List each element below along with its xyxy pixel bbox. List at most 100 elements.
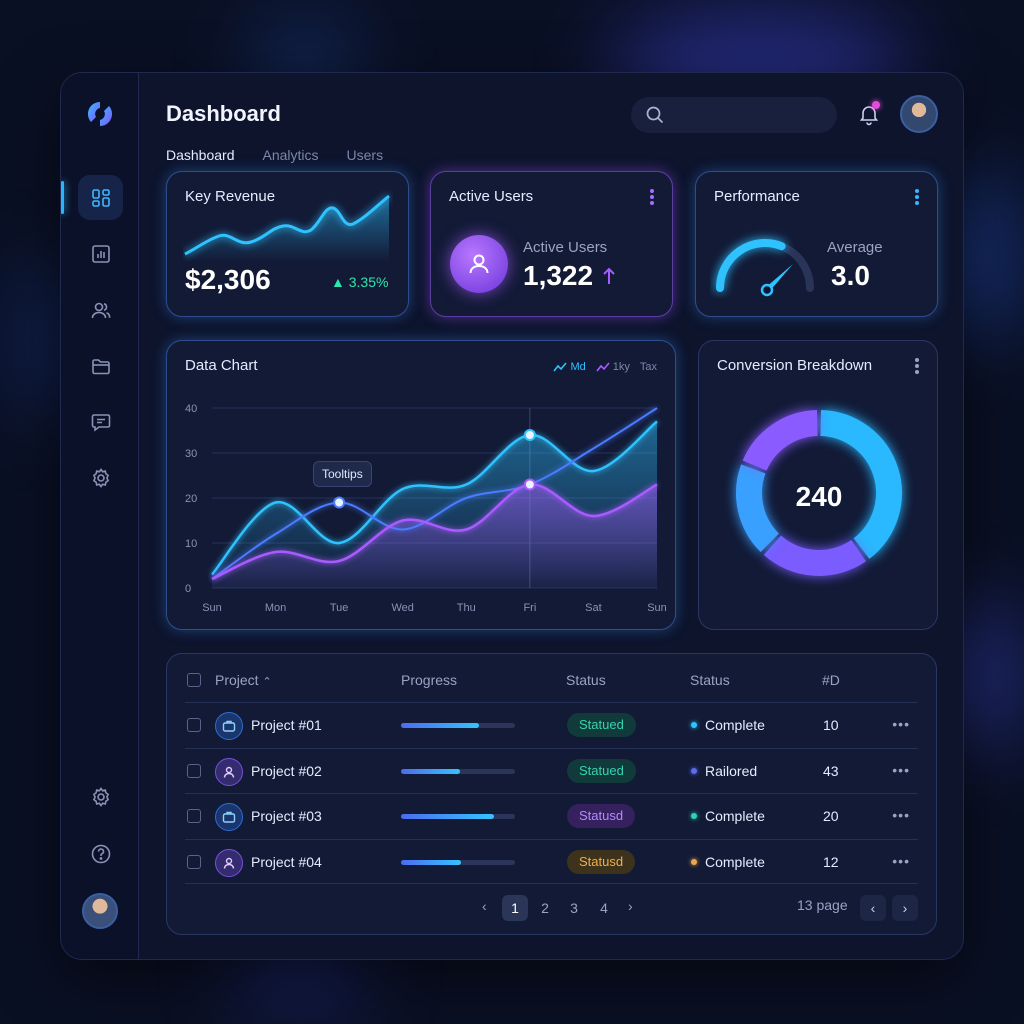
sidebar-item-settings[interactable]: [78, 455, 123, 500]
sidebar-item-analytics[interactable]: [78, 231, 123, 276]
x-tick-label: Fri: [523, 602, 536, 614]
active-users-label: Active Users: [523, 239, 608, 256]
revenue-card-title: Key Revenue: [185, 188, 276, 205]
notification-bell-icon[interactable]: [857, 102, 881, 126]
chart-legend: Md 1ky Tax: [553, 361, 657, 373]
line-trend-icon: [596, 362, 610, 372]
tab-analytics[interactable]: Analytics: [262, 147, 319, 163]
row-more-icon[interactable]: •••: [892, 807, 910, 823]
row-checkbox[interactable]: [187, 854, 201, 869]
row-more-icon[interactable]: •••: [892, 852, 910, 869]
project-name[interactable]: Project #02: [251, 762, 322, 779]
more-options-icon[interactable]: [915, 189, 919, 205]
sort-asc-icon: ⌃: [262, 676, 272, 688]
conversion-title: Conversion Breakdown: [717, 357, 873, 374]
x-tick-label: Mon: [265, 602, 286, 614]
sidebar-item-preferences[interactable]: [78, 774, 123, 819]
message-icon: [91, 413, 110, 432]
row-checkbox[interactable]: [187, 718, 201, 732]
column-header-project[interactable]: Project ⌃: [215, 672, 272, 688]
legend-item-md[interactable]: Md: [553, 361, 586, 373]
sidebar-item-help[interactable]: [78, 831, 123, 876]
y-tick-label: 10: [185, 538, 197, 550]
next-page-icon[interactable]: ›: [628, 898, 633, 914]
next-page-button[interactable]: ›: [892, 895, 918, 921]
user-icon: [469, 254, 489, 274]
page-1[interactable]: 1: [502, 895, 528, 921]
sidebar-item-messages[interactable]: [78, 399, 123, 444]
row-checkbox[interactable]: [187, 763, 201, 778]
legend-item-tax[interactable]: Tax: [640, 361, 657, 373]
legend-label: Md: [570, 361, 586, 373]
search-icon: [646, 106, 664, 124]
donut-segment[interactable]: [819, 410, 902, 559]
conversion-center-value: 240: [795, 481, 843, 512]
sidebar-item-files[interactable]: [78, 343, 123, 388]
performance-gauge: [716, 239, 814, 297]
series-line-1ky[interactable]: [211, 407, 658, 580]
project-icon: [215, 848, 243, 877]
active-users-card-title: Active Users: [449, 188, 534, 205]
status-badge: Statued: [567, 758, 636, 783]
donut-segment[interactable]: [742, 410, 819, 472]
data-point[interactable]: [523, 429, 536, 441]
donut-segment[interactable]: [736, 464, 780, 553]
y-tick-label: 40: [185, 403, 197, 415]
table-row[interactable]: Project #01 Statued Complete 10 •••: [185, 702, 918, 747]
table-row[interactable]: Project #02 Statued Railored 43 •••: [185, 747, 918, 793]
page-4[interactable]: 4: [600, 900, 608, 916]
legend-label: Tax: [639, 361, 657, 373]
active-users-card: Active Users Active Users 1,322: [430, 171, 673, 317]
sidebar-item-dashboard[interactable]: [61, 175, 123, 220]
table-row[interactable]: Project #04 Statusd Complete 12 •••: [185, 838, 918, 884]
project-icon: [215, 712, 243, 740]
donut-segment[interactable]: [763, 535, 867, 576]
briefcase-icon: [222, 720, 236, 732]
row-checkbox[interactable]: [187, 809, 201, 823]
user-avatar[interactable]: [82, 893, 118, 929]
settings-icon: [92, 467, 109, 488]
table-row[interactable]: Project #03 Statusd Complete 20 •••: [185, 793, 918, 838]
tab-dashboard[interactable]: Dashboard: [166, 147, 235, 163]
series-line-tax[interactable]: [211, 483, 658, 581]
page-info: 13 page: [797, 897, 848, 913]
performance-label: Average: [827, 239, 883, 256]
logo-icon: [87, 101, 113, 127]
search-input[interactable]: [631, 97, 837, 133]
data-point[interactable]: [333, 496, 346, 509]
status-dot: [691, 858, 697, 865]
profile-avatar[interactable]: [900, 95, 938, 133]
column-header-label: Project: [215, 672, 259, 688]
sidebar-item-users[interactable]: [78, 287, 123, 332]
page-2[interactable]: 2: [541, 900, 549, 916]
select-all-checkbox[interactable]: [187, 673, 201, 687]
page-3[interactable]: 3: [570, 900, 578, 916]
progress-bar: [401, 723, 515, 728]
project-name[interactable]: Project #01: [251, 717, 322, 733]
project-name[interactable]: Project #04: [251, 853, 322, 870]
prev-page-button[interactable]: ‹: [860, 895, 886, 921]
project-id: 10: [823, 717, 839, 733]
column-header-status[interactable]: Status: [566, 672, 606, 688]
data-point[interactable]: [523, 478, 536, 491]
column-header-id[interactable]: #D: [822, 672, 840, 688]
more-options-icon[interactable]: [650, 189, 654, 205]
revenue-value: $2,306: [185, 264, 271, 295]
user-icon: [223, 857, 235, 869]
more-options-icon[interactable]: [915, 358, 919, 374]
series-line-md[interactable]: [211, 420, 658, 576]
legend-item-1ky[interactable]: 1ky: [596, 361, 630, 373]
status-dot: [691, 813, 697, 819]
performance-card: Performance Average 3.0: [695, 171, 938, 317]
column-header-progress[interactable]: Progress: [401, 672, 458, 688]
conversion-donut: [736, 410, 902, 576]
row-more-icon[interactable]: •••: [892, 716, 910, 732]
column-header-status-2[interactable]: Status: [690, 672, 730, 688]
status-badge: Statued: [567, 713, 636, 737]
bar-chart-icon: [91, 244, 110, 263]
tab-users[interactable]: Users: [346, 147, 384, 163]
status-dot: [691, 767, 697, 774]
prev-page-icon[interactable]: ‹: [482, 898, 487, 914]
project-name[interactable]: Project #03: [251, 808, 322, 824]
row-more-icon[interactable]: •••: [892, 761, 910, 778]
